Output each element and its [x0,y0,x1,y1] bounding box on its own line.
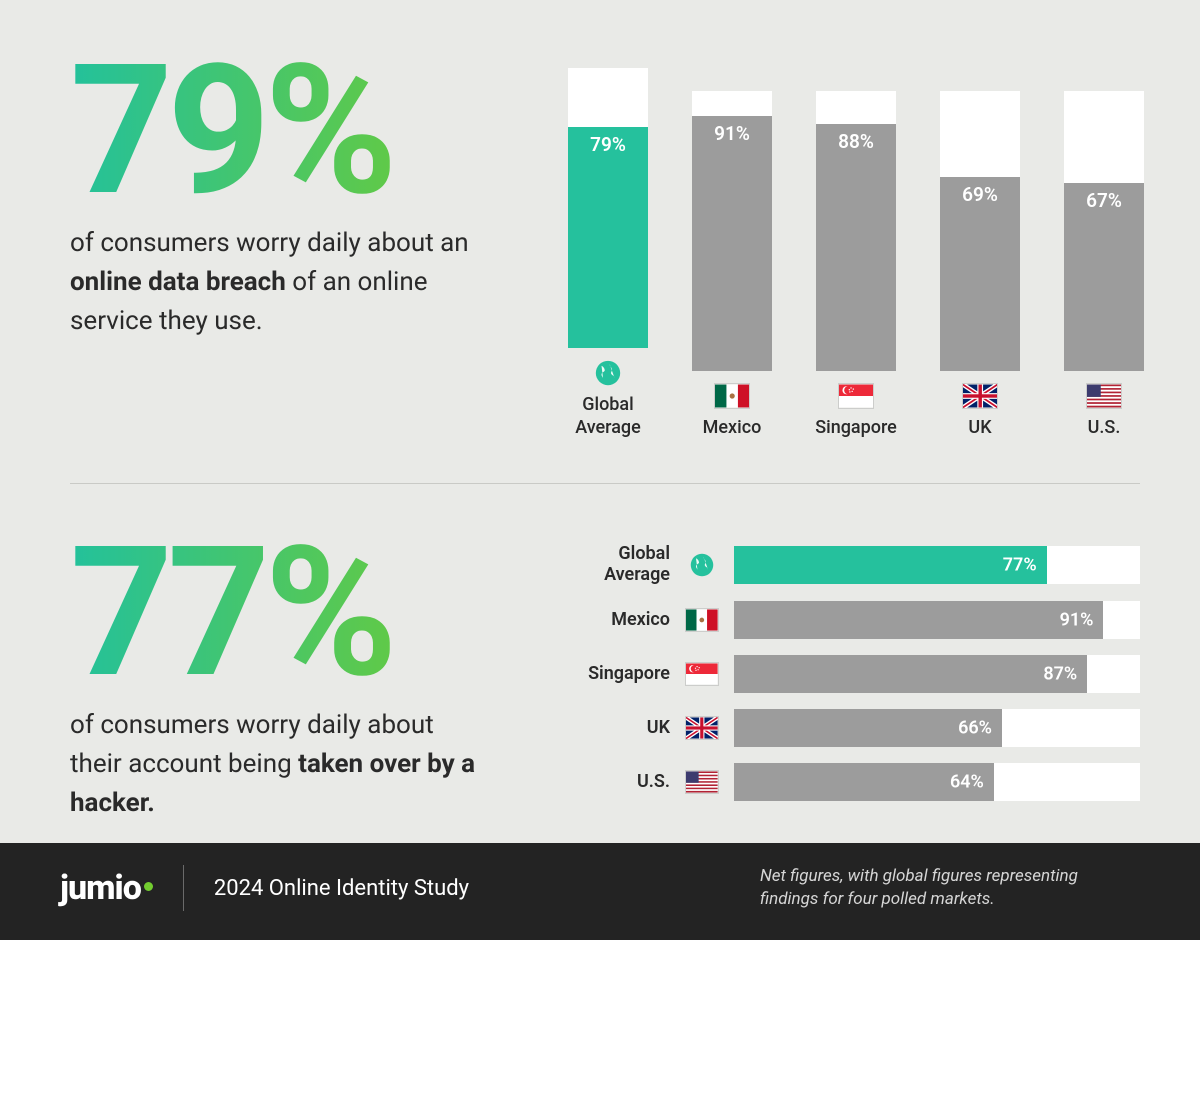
hbar-fill: 91% [734,601,1103,639]
section2-description: of consumers worry daily about their acc… [70,706,490,823]
brand-logo: jumio [60,868,153,908]
section2-horizontal-bars: GlobalAverage 77% Mexico 91% Singapore 8 [560,530,1140,801]
hbar-fill: 87% [734,655,1087,693]
flag-uk-icon [685,716,719,740]
flag-uk-icon [962,383,998,409]
hbar-name: U.S. [560,772,670,793]
globe-icon [690,553,714,577]
section1-desc-bold: online data breach [70,267,286,297]
vbar-track: 79% [568,68,648,348]
vbar-track: 67% [1064,91,1144,371]
section-account-takeover: 77% of consumers worry daily about their… [70,530,1140,823]
flag-us-icon [685,770,719,794]
infographic-canvas: 79% of consumers worry daily about an on… [0,0,1200,940]
brand-text: jumio [60,868,141,908]
hbar-track: 77% [734,546,1140,584]
hbar-value-label: 66% [958,718,992,739]
vbar-track: 91% [692,91,772,371]
hbar-fill: 64% [734,763,994,801]
hbar-name: UK [560,718,670,739]
section1-desc-before: of consumers worry daily about an [70,228,469,258]
vbar-icon-slot [962,381,998,411]
vbar-value-label: 79% [568,133,648,156]
hbar-global-average: GlobalAverage 77% [560,544,1140,585]
hbar-mexico: Mexico 91% [560,601,1140,639]
section1-vertical-bars: 79% GlobalAverage 91% Mexico 88% Singapo… [560,48,1152,439]
vbar-name: Singapore [815,417,897,440]
vbar-value-label: 91% [692,122,772,145]
section2-big-percent: 77% [70,530,490,696]
vbar-icon-slot [714,381,750,411]
footer-separator [183,865,184,911]
hbar-icon-slot [682,553,722,577]
content-area: 79% of consumers worry daily about an on… [0,0,1200,843]
vbar-mexico: 91% Mexico [684,91,780,440]
flag-sg-icon [838,383,874,409]
footnote: Net figures, with global figures represe… [760,865,1140,913]
hbar-fill: 66% [734,709,1002,747]
vbar-icon-slot [1086,381,1122,411]
hbar-value-label: 64% [950,772,984,793]
hbar-name: Mexico [560,610,670,631]
vbar-name: UK [968,417,991,440]
vbar-icon-slot [838,381,874,411]
flag-us-icon [1086,383,1122,409]
flag-sg-icon [685,662,719,686]
hbar-track: 91% [734,601,1140,639]
footer-bar: jumio 2024 Online Identity Study Net fig… [0,843,1200,941]
vbar-fill: 91% [692,116,772,371]
hbar-icon-slot [682,716,722,740]
section-divider [70,483,1140,484]
flag-mx-icon [685,608,719,632]
hbar-value-label: 91% [1060,610,1094,631]
vbar-name: GlobalAverage [575,394,641,439]
section-data-breach: 79% of consumers worry daily about an on… [70,48,1140,439]
hbar-fill: 77% [734,546,1047,584]
vbar-fill: 88% [816,124,896,370]
hbar-u-s-: U.S. 64% [560,763,1140,801]
globe-icon [595,360,621,386]
study-title: 2024 Online Identity Study [214,876,469,901]
flag-mx-icon [714,383,750,409]
vbar-fill: 67% [1064,183,1144,371]
vbar-value-label: 67% [1064,189,1144,212]
vbar-name: U.S. [1088,417,1121,440]
vbar-singapore: 88% Singapore [808,91,904,440]
vbar-track: 88% [816,91,896,371]
vbar-global-average: 79% GlobalAverage [560,68,656,439]
hbar-track: 66% [734,709,1140,747]
vbar-track: 69% [940,91,1020,371]
hbar-icon-slot [682,608,722,632]
vbar-icon-slot [595,358,621,388]
vbar-value-label: 88% [816,130,896,153]
hbar-name: Singapore [560,664,670,685]
section1-left: 79% of consumers worry daily about an on… [70,48,490,341]
hbar-track: 87% [734,655,1140,693]
vbar-u-s-: 67% U.S. [1056,91,1152,440]
section2-left: 77% of consumers worry daily about their… [70,530,490,823]
hbar-singapore: Singapore 87% [560,655,1140,693]
hbar-uk: UK 66% [560,709,1140,747]
hbar-value-label: 87% [1043,664,1077,685]
hbar-icon-slot [682,662,722,686]
hbar-name: GlobalAverage [560,544,670,585]
vbar-uk: 69% UK [932,91,1028,440]
vbar-name: Mexico [703,417,762,440]
hbar-icon-slot [682,770,722,794]
brand-dot-icon [144,882,153,891]
vbar-value-label: 69% [940,183,1020,206]
section1-description: of consumers worry daily about an online… [70,224,490,341]
vbar-fill: 69% [940,177,1020,370]
hbar-track: 64% [734,763,1140,801]
vbar-fill: 79% [568,127,648,348]
section1-big-percent: 79% [70,48,490,214]
hbar-value-label: 77% [1003,554,1037,575]
